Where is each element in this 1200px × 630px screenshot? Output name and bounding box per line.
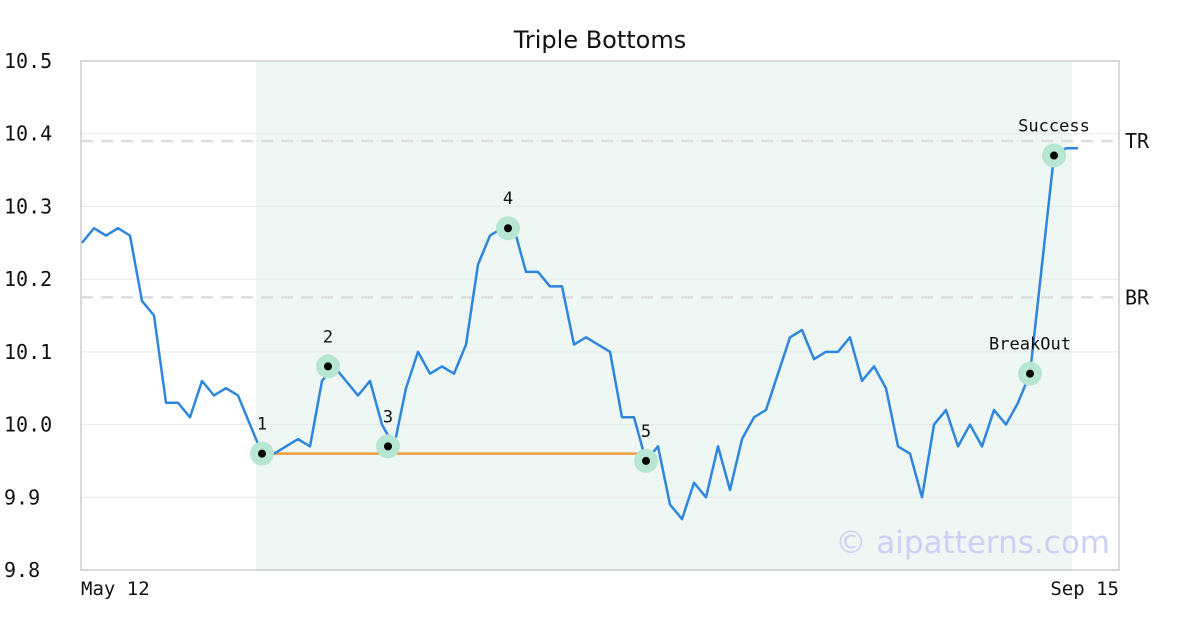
point-label-2: 2: [323, 327, 333, 347]
point-label-breakout: BreakOut: [989, 335, 1071, 355]
marker-dot-4: [504, 224, 512, 233]
y-tick-label: 9.8: [4, 558, 40, 582]
plot-band: [256, 61, 1072, 570]
y-tick-labels: 9.8 9.9 10.0 10.1 10.2 10.3 10.4 10.5: [4, 49, 52, 582]
point-label-5: 5: [641, 422, 651, 442]
watermark: © aipatterns.com: [835, 525, 1110, 561]
reference-lines: TR BR: [81, 129, 1150, 309]
y-tick-label: 9.9: [4, 485, 40, 509]
x-tick-label-start: May 12: [81, 578, 150, 600]
price-line: [81, 147, 1078, 521]
marker-dot-5: [642, 456, 650, 465]
grid-lines: [81, 60, 1119, 571]
point-label-4: 4: [503, 189, 513, 209]
y-tick-label: 10.2: [4, 267, 52, 291]
y-tick-label: 10.3: [4, 194, 52, 218]
reference-label-tr: TR: [1125, 129, 1150, 153]
marked-points: 1 2 3 4 5 BreakOut Success: [250, 117, 1090, 473]
marker-dot-breakout: [1026, 369, 1034, 378]
marker-dot-success: [1050, 151, 1058, 160]
y-tick-label: 10.4: [4, 122, 52, 146]
reference-label-br: BR: [1125, 285, 1150, 309]
plot-frame: [80, 60, 1120, 571]
y-tick-label: 10.5: [4, 49, 52, 73]
point-label-3: 3: [383, 407, 393, 427]
point-label-success: Success: [1018, 117, 1090, 137]
marker-dot-3: [384, 442, 392, 451]
chart-title: Triple Bottoms: [513, 26, 687, 54]
marker-dot-2: [324, 362, 332, 371]
marker-dot-1: [258, 449, 266, 458]
y-tick-label: 10.1: [4, 340, 52, 364]
x-tick-label-end: Sep 15: [1050, 578, 1119, 600]
point-label-1: 1: [257, 415, 267, 435]
y-tick-label: 10.0: [4, 413, 52, 437]
